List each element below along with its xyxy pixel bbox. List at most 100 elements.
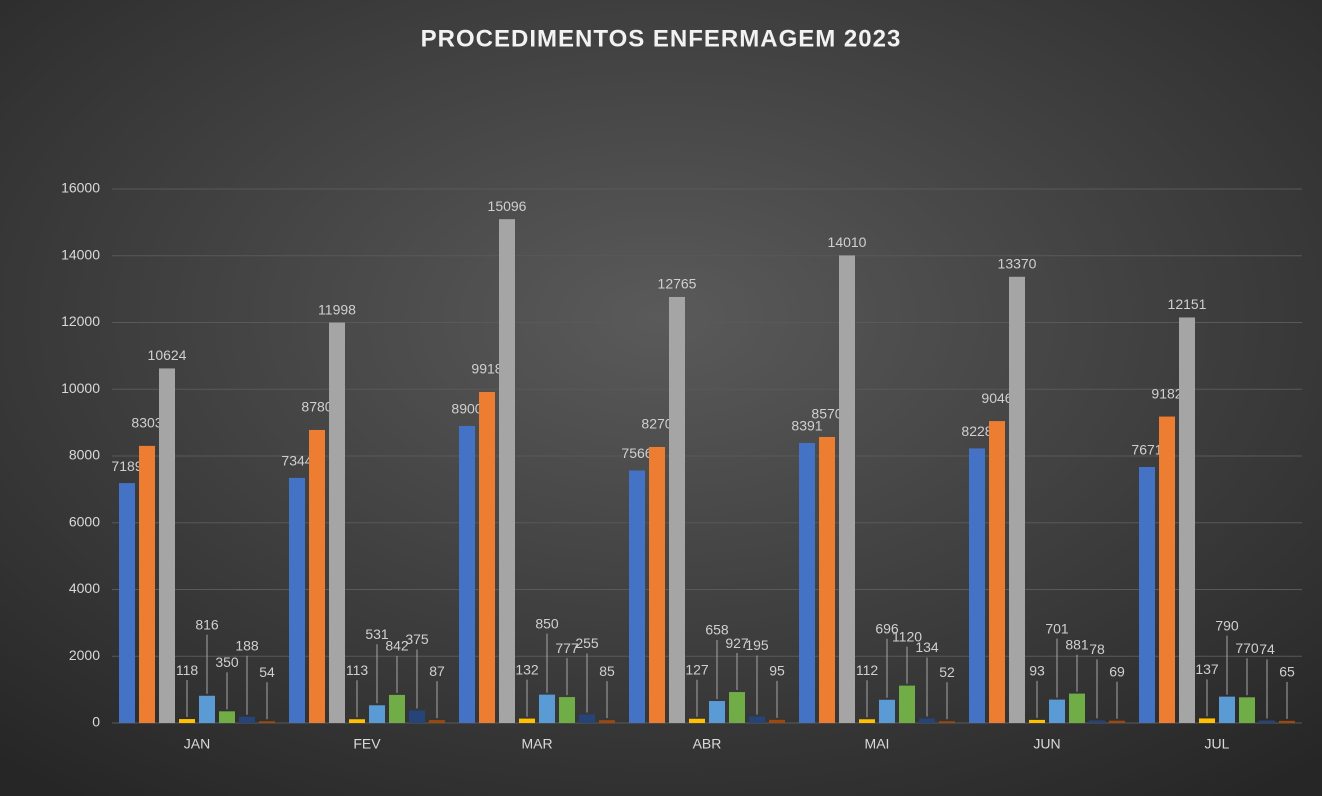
data-label: 8780 (301, 399, 332, 415)
data-label: 54 (259, 664, 275, 680)
bar (1029, 719, 1045, 723)
data-label: 8391 (791, 418, 822, 434)
data-label: 78 (1089, 641, 1105, 657)
bar (899, 685, 915, 723)
bar (839, 255, 855, 723)
bar (139, 445, 155, 723)
bar (1259, 720, 1275, 723)
bar (329, 322, 345, 723)
bar (289, 477, 305, 723)
bar (1009, 276, 1025, 723)
x-tick-label: JUN (1033, 736, 1060, 752)
data-label: 195 (745, 637, 769, 653)
bar (499, 219, 515, 723)
bar (669, 296, 685, 723)
data-label: 375 (405, 631, 429, 647)
bar (1139, 466, 1155, 723)
bar (689, 718, 705, 723)
y-tick-label: 4000 (69, 580, 100, 596)
bar (119, 483, 135, 723)
bar (1179, 317, 1195, 723)
chart-title: PROCEDIMENTOS ENFERMAGEM 2023 (421, 25, 902, 52)
data-label: 14010 (828, 234, 867, 250)
bar (599, 720, 615, 723)
y-tick-label: 8000 (69, 447, 100, 463)
data-label: 87 (429, 663, 445, 679)
data-label: 85 (599, 663, 615, 679)
bar (539, 694, 555, 723)
data-label: 7344 (281, 453, 312, 469)
data-label: 777 (555, 640, 579, 656)
data-label: 10624 (148, 347, 187, 363)
data-label: 7671 (1131, 442, 1162, 458)
data-label: 52 (939, 664, 955, 680)
data-label: 118 (176, 662, 199, 678)
bar (579, 714, 595, 723)
bar (769, 719, 785, 723)
bar (749, 716, 765, 723)
bar (349, 719, 365, 723)
bar (629, 470, 645, 723)
bar (429, 720, 445, 723)
data-label: 69 (1109, 663, 1125, 679)
y-tick-label: 12000 (61, 313, 100, 329)
bar (989, 421, 1005, 723)
bar (649, 446, 665, 723)
data-label: 13370 (998, 255, 1037, 271)
data-label: 134 (915, 639, 939, 655)
bar (519, 718, 535, 723)
y-tick-label: 6000 (69, 513, 100, 529)
data-label: 9046 (981, 390, 1012, 406)
data-label: 188 (235, 637, 259, 653)
data-label: 8228 (961, 423, 992, 439)
bar (709, 701, 725, 723)
y-tick-label: 0 (92, 714, 100, 730)
data-label: 113 (346, 662, 369, 678)
bar (969, 448, 985, 723)
data-label: 350 (215, 654, 239, 670)
data-label: 658 (705, 622, 729, 638)
bar (239, 716, 255, 723)
data-label: 95 (769, 663, 785, 679)
data-label: 137 (1195, 661, 1219, 677)
data-label: 255 (575, 635, 599, 651)
x-tick-label: JUL (1205, 736, 1230, 752)
data-label: 7566 (621, 445, 652, 461)
bar (919, 718, 935, 723)
bar (199, 695, 215, 723)
bar (459, 425, 475, 723)
bar (859, 719, 875, 723)
data-label: 7189 (111, 458, 142, 474)
bar (879, 699, 895, 723)
data-label: 816 (195, 616, 219, 632)
x-tick-label: MAR (521, 736, 552, 752)
data-label: 8900 (451, 401, 482, 417)
bar (819, 436, 835, 723)
y-tick-label: 14000 (61, 246, 100, 262)
bar (409, 710, 425, 723)
data-label: 770 (1235, 640, 1259, 656)
y-tick-label: 10000 (61, 380, 100, 396)
bar (479, 391, 495, 723)
bar (1199, 718, 1215, 723)
bar (369, 705, 385, 723)
data-label: 850 (535, 615, 559, 631)
data-label: 127 (685, 661, 709, 677)
data-label: 132 (515, 661, 539, 677)
bar (1069, 693, 1085, 723)
y-tick-label: 16000 (61, 180, 100, 196)
data-label: 8570 (811, 406, 842, 422)
data-label: 881 (1065, 636, 1089, 652)
bar (219, 711, 235, 723)
data-label: 927 (725, 635, 749, 651)
bar (1049, 699, 1065, 723)
data-label: 12765 (658, 276, 697, 292)
bar (1089, 720, 1105, 723)
data-label: 696 (875, 620, 899, 636)
data-label: 11998 (318, 301, 356, 317)
bar (799, 442, 815, 723)
x-tick-label: FEV (353, 736, 381, 752)
data-label: 9918 (471, 361, 502, 377)
data-label: 112 (856, 662, 879, 678)
